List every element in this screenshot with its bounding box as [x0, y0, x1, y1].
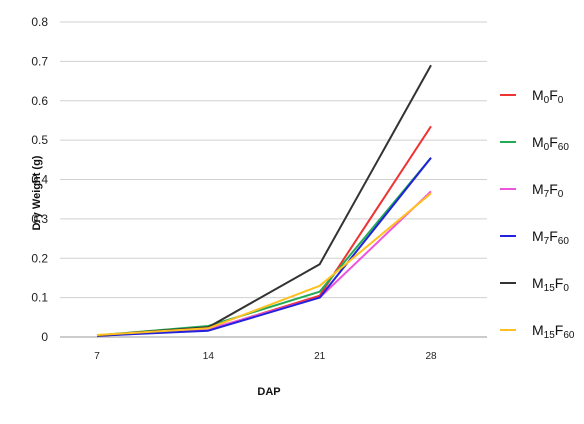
series-line-M7F60	[96, 157, 432, 337]
x-tick-label: 7	[94, 351, 100, 362]
y-tick-label: 0.2	[31, 251, 48, 265]
legend-item-M15F60: M15F60	[500, 322, 575, 341]
y-tick-label: 0	[41, 330, 48, 344]
legend-item-M7F0: M7F0	[500, 181, 564, 200]
y-tick-label: 0.3	[31, 212, 48, 226]
y-tick-label: 0.1	[31, 291, 48, 305]
y-tick-labels: 0 0.1 0.2 0.3 0.4 0.5 0.6 0.7 0.8	[31, 15, 48, 344]
y-gridlines	[60, 21, 487, 338]
x-axis-title: DAP	[257, 386, 280, 398]
legend-label: M15F60	[532, 322, 575, 341]
legend-label: M7F0	[532, 181, 564, 200]
legend-label: M0F0	[532, 87, 564, 106]
legend-item-M7F60: M7F60	[500, 228, 569, 247]
legend-item-M0F60: M0F60	[500, 134, 569, 153]
x-tick-labels: 7 14 21 28	[94, 351, 437, 362]
legend-label: M7F60	[532, 228, 569, 247]
x-tick-label: 14	[203, 351, 215, 362]
legend-label: M15F0	[532, 275, 569, 294]
legend-label: M0F60	[532, 134, 569, 153]
y-tick-label: 0.5	[31, 133, 48, 147]
series-line-M15F60	[96, 192, 432, 336]
series-line-M15F0	[96, 64, 432, 337]
series-line-M0F60	[96, 157, 432, 337]
x-tick-label: 28	[425, 351, 437, 362]
y-tick-label: 0.6	[31, 94, 48, 108]
legend: M0F0 M0F60 M7F0 M7F60 M15F0 M15F60	[500, 87, 575, 341]
x-tick-label: 21	[314, 351, 326, 362]
y-axis-title: Dry Weight (g)	[31, 155, 43, 230]
y-tick-label: 0.8	[31, 15, 48, 29]
series-lines	[96, 64, 432, 337]
legend-item-M15F0: M15F0	[500, 275, 569, 294]
y-tick-label: 0.4	[31, 173, 48, 187]
series-line-M0F0	[96, 125, 432, 337]
y-tick-label: 0.7	[31, 54, 48, 68]
legend-item-M0F0: M0F0	[500, 87, 564, 106]
